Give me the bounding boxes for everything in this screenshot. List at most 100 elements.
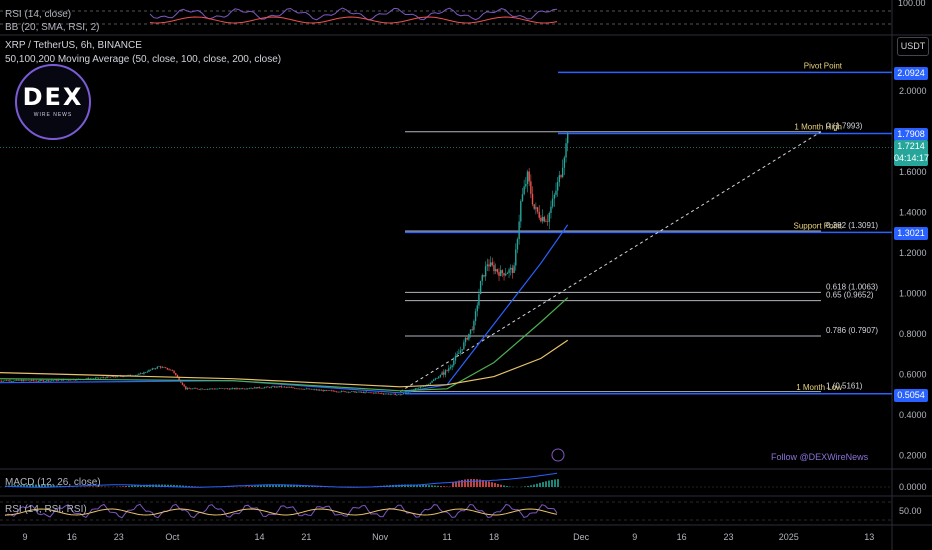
macd-histogram-bar [290,484,292,487]
y-tick-label: 0.4000 [899,410,927,420]
top-rsi-axis-label: 100.00 [898,0,926,8]
candle-body [505,273,507,276]
macd-label[interactable]: MACD (12, 26, close) [5,477,101,488]
candle-body [134,375,137,376]
candle-body [57,379,60,381]
top-bb-label[interactable]: BB (20, SMA, RSI, 2) [5,22,100,33]
candle-body [414,388,416,390]
candle-body [186,388,189,390]
top-rsi-label[interactable]: RSI (14, close) [5,9,72,20]
currency-selector[interactable]: USDT [897,37,929,56]
macd-histogram-bar [437,485,439,487]
candle-body [367,392,370,393]
candle-body [99,377,102,379]
candle-body [384,393,386,395]
macd-histogram-bar [131,485,133,487]
candle-countdown: 04:14:17 [894,153,930,163]
candle-body [310,388,313,390]
candle-body [141,373,143,374]
moving-average-legend[interactable]: 50,100,200 Moving Average (50, close, 10… [5,54,282,65]
candle-body [543,216,545,222]
candle-body [493,265,495,272]
macd-histogram-bar [248,486,250,487]
candle-body [340,390,343,392]
candle-body [161,367,164,368]
candle-body [27,380,30,382]
macd-histogram-bar [296,484,298,487]
candle-body [479,280,482,295]
candle-body [422,386,425,388]
macd-histogram-bar [446,486,448,487]
candle-body [377,392,380,394]
macd-histogram-bar [32,484,34,487]
candle-body [32,380,35,381]
top-bb-line [149,16,558,24]
macd-histogram-bar [470,479,472,487]
macd-histogram-bar [539,482,541,487]
candle-body [113,376,115,377]
candle-body [347,391,349,393]
candle-body [443,372,445,375]
candle-body [203,389,205,390]
candle-body [459,350,462,353]
macd-histogram-bar [554,479,556,487]
macd-histogram-bar [425,484,427,487]
candle-body [314,389,316,391]
candle-body [421,386,423,388]
x-tick-label: 9 [22,532,27,542]
dex-logo: DEX WIRE NEWS [15,64,91,140]
candle-body [392,393,395,395]
candle-body [2,380,4,382]
candle-body [325,390,328,391]
candle-body [146,371,148,373]
candle-body [208,388,210,390]
candle-body [24,380,26,381]
candle-body [193,388,195,389]
candle-body [402,393,405,395]
candle-body [176,375,179,378]
candle-body [491,262,494,266]
candle-body [366,391,368,393]
candle-body [429,382,432,385]
macd-histogram-bar [467,479,469,487]
candle-body [526,171,529,185]
candle-body [496,269,499,272]
candle-body [330,390,333,392]
candle-body [0,380,1,382]
candle-body [406,392,408,394]
macd-line [4,472,558,488]
candle-body [290,387,293,388]
fib-label: 0.382 (1.3091) [826,221,878,230]
candle-body [196,388,199,390]
candle-body [14,380,16,382]
candle-body [456,353,458,356]
candle-body [558,175,561,183]
candle-body [46,380,48,382]
rsi-bottom-label[interactable]: RSI (14, RSI, RSI) [5,504,87,515]
candle-body [228,388,231,390]
candle-body [513,265,515,273]
level-label: 1 Month Low [796,383,842,392]
candle-body [56,379,58,381]
candle-body [483,275,485,277]
candle-body [501,270,504,274]
fib-label: 0.786 (0.7907) [826,326,878,335]
candle-body [315,389,318,391]
macd-histogram-bar [533,484,535,487]
candle-body [129,374,132,376]
candle-body [69,380,71,381]
candle-body [265,386,267,388]
candle-body [116,375,118,378]
candle-body [335,391,338,393]
candle-body [528,171,530,182]
candle-body [300,388,303,390]
candle-body [25,380,28,382]
candle-body [198,389,200,390]
candle-body [488,264,490,267]
candle-body [260,387,262,389]
symbol-title[interactable]: XRP / TetherUS, 6h, BINANCE [5,40,142,51]
candle-body [332,390,334,392]
candle-body [272,386,274,388]
candle-body [22,380,25,382]
